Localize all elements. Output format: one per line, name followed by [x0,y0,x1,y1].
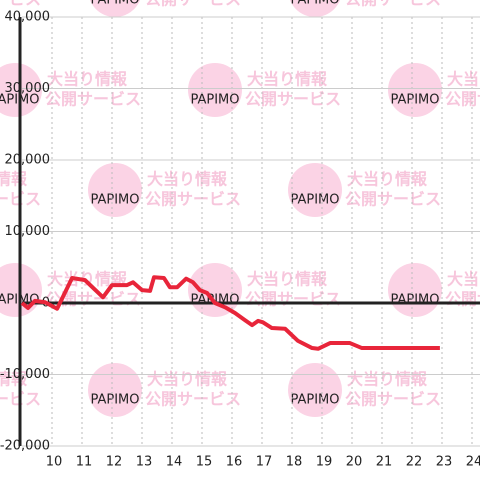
watermark-brand: PAPIMO [390,293,439,308]
watermark-text: 公開サービス [445,290,480,309]
watermark-text: 大当り情報 [347,170,428,189]
watermark-text: 大当り情報 [0,170,28,189]
watermark-logo [89,0,141,17]
watermark-logo [88,163,142,217]
watermark-brand: PAPIMO [90,193,139,208]
watermark-text: 公開サービス [145,0,241,9]
y-tick-label: -20,000 [0,439,50,454]
x-tick-label: 20 [346,455,363,470]
y-tick-label: 40,000 [5,10,51,25]
x-tick-label: 15 [196,455,213,470]
x-tick-label: 13 [136,455,153,470]
watermark-text: 公開サービス [245,290,341,309]
watermark-brand: PAPIMO [290,193,339,208]
watermark-text: 公開サービス [345,390,441,409]
y-tick-label: 30,000 [5,81,51,96]
watermark-text: 大当り情報 [247,270,328,289]
watermark-text: 大当り情報 [247,70,328,89]
watermark-brand: PAPIMO [90,393,139,408]
watermark-text: 公開サービス [345,0,441,9]
watermark-text: 大当り情報 [47,70,128,89]
watermark-text: 公開サービス [445,90,480,109]
x-tick-label: 11 [76,455,93,470]
watermark-logo [88,363,142,417]
watermark-logo [388,63,442,117]
watermark-brand: PAPIMO [190,93,239,108]
x-tick-label: 10 [46,455,63,470]
watermark-text: 公開サービス [245,90,341,109]
watermark-text: 公開サービス [145,390,241,409]
watermark-text: 大当り情報 [447,270,480,289]
watermark-text: 大当り情報 [347,370,428,389]
watermarks: PAPIMO大当り情報公開サービスPAPIMO大当り情報公開サービスPAPIMO… [0,0,480,417]
x-tick-label: 12 [106,455,123,470]
x-tick-label: 21 [376,455,393,470]
data-line [20,275,440,351]
watermark-text: 公開サービス [45,90,141,109]
watermark-brand: PAPIMO [90,0,139,8]
watermark-text: 大当り情報 [447,70,480,89]
watermark-logo [388,263,442,317]
x-tick-label: 19 [316,455,333,470]
y-tick-label: -10,000 [0,367,50,382]
watermark-logo [188,263,242,317]
x-tick-label: 22 [406,455,423,470]
watermark-text: 大当り情報 [147,370,228,389]
watermark-brand: PAPIMO [390,93,439,108]
x-tick-label: 16 [226,455,243,470]
watermark-text: 公開サービス [345,190,441,209]
watermark-logo [288,163,342,217]
x-tick-label: 24 [466,455,480,470]
watermark-logo [289,0,341,17]
watermark-logo [188,63,242,117]
watermark-logo [288,363,342,417]
watermark-brand: PAPIMO [290,0,339,8]
watermark-text: 公開サービス [145,190,241,209]
x-tick-label: 18 [286,455,303,470]
x-tick-label: 14 [166,455,183,470]
y-tick-label: 10,000 [5,224,51,239]
x-tick-label: 23 [436,455,453,470]
watermark-brand: PAPIMO [290,393,339,408]
watermark-text: 大当り情報 [147,170,228,189]
y-tick-label: 20,000 [5,153,51,168]
x-tick-label: 17 [256,455,273,470]
watermark-text: 公開サービス [0,0,41,9]
